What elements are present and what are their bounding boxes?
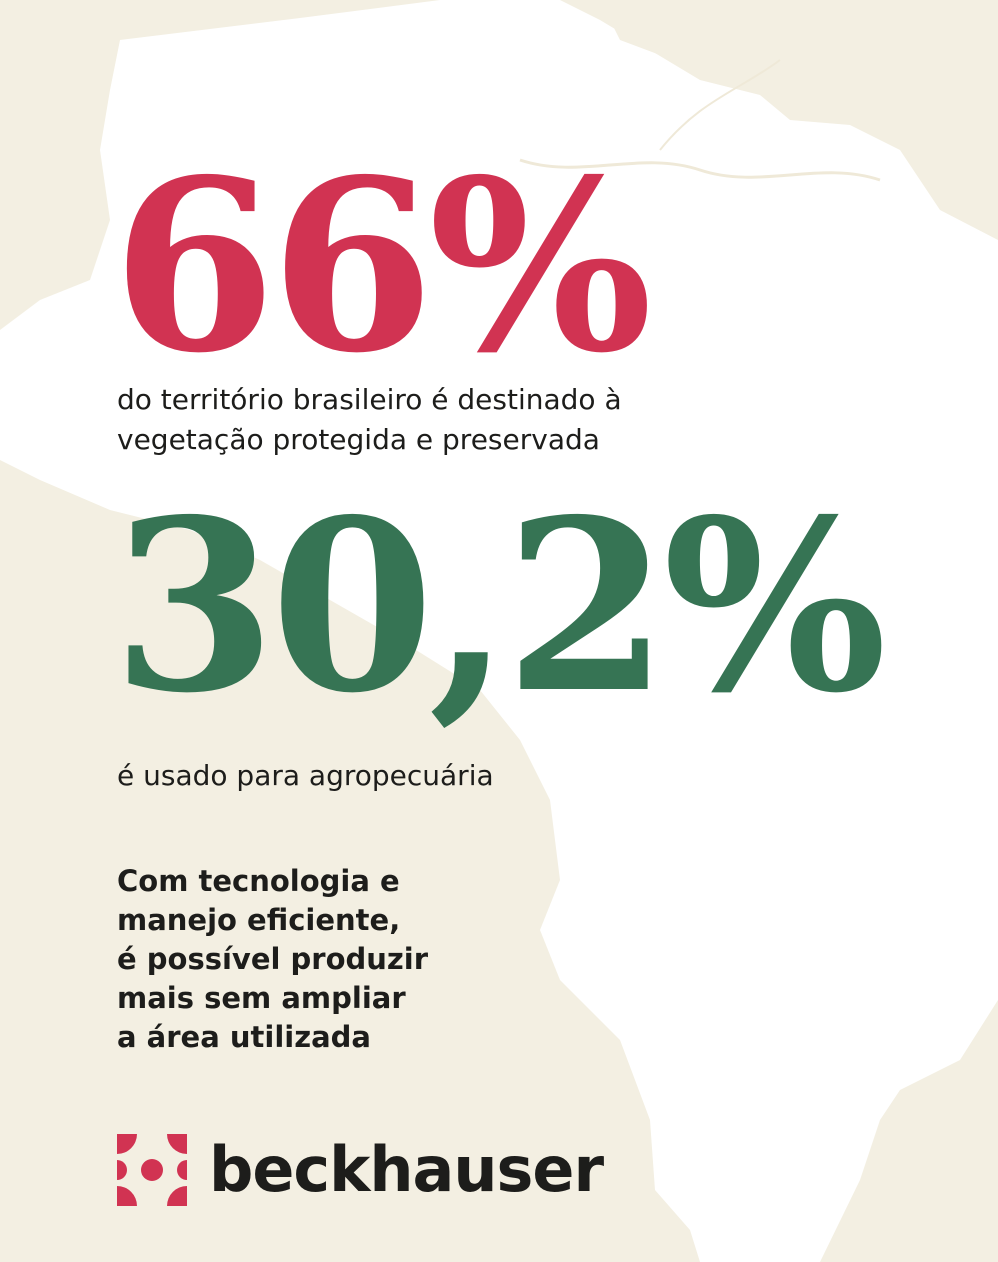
map-detail-right — [880, 70, 998, 150]
brand-name: beckhauser — [209, 1133, 604, 1206]
river-line — [659, 59, 781, 151]
claim-line: mais sem ampliar — [117, 981, 406, 1015]
river-line — [519, 158, 881, 182]
technology-claim: Com tecnologia e manejo eficiente, é pos… — [117, 862, 477, 1057]
claim-line: a área utilizada — [117, 1020, 371, 1054]
stat-agriculture-caption: é usado para agropecuária — [117, 759, 494, 792]
claim-line: Com tecnologia e — [117, 864, 400, 898]
claim-line: é possível produzir — [117, 942, 429, 976]
beckhauser-logo-icon — [117, 1134, 187, 1206]
claim-line: manejo eficiente, — [117, 903, 401, 937]
map-detail-top — [600, 0, 760, 70]
stat-vegetation-caption: do território brasileiro é destinado à v… — [117, 383, 622, 456]
stat-vegetation-percent: 66% — [112, 127, 653, 405]
map-detail-bottom — [880, 1060, 998, 1262]
stat-agriculture-percent: 30,2% — [112, 467, 887, 745]
brand-logo: beckhauser — [117, 1130, 604, 1210]
